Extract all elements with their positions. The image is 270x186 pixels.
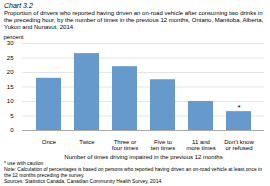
html-text:Proportion of drivers who repo: Proportion of drivers who reported havin… — [4, 10, 264, 30]
html-text:Note: Calculation of percentag: Note: Calculation of percentages is base… — [4, 166, 262, 178]
svg-text:20: 20 — [7, 69, 14, 75]
svg-text:5: 5 — [10, 113, 14, 119]
html-text:Chart 3.2: Chart 3.2 — [4, 2, 33, 9]
svg-text:Twice: Twice — [79, 139, 95, 145]
svg-text:15: 15 — [7, 84, 14, 90]
svg-text:25: 25 — [7, 55, 14, 61]
svg-text:0: 0 — [10, 127, 14, 133]
svg-text:Three orfour times: Three orfour times — [112, 139, 138, 151]
svg-text:Once: Once — [42, 139, 57, 145]
svg-text:10: 10 — [7, 98, 14, 104]
svg-text:Number of times driving impair: Number of times driving impaired in the … — [64, 154, 222, 160]
svg-text:percent: percent — [4, 34, 24, 40]
svg-text:*: * — [237, 103, 240, 112]
svg-text:11 andmore times: 11 andmore times — [186, 139, 216, 151]
svg-text:Five toten times: Five toten times — [151, 139, 175, 151]
svg-text:Don't knowor refused: Don't knowor refused — [224, 139, 254, 151]
svg-text:30: 30 — [7, 40, 14, 46]
html-text:* use with caution: * use with caution — [4, 160, 44, 166]
html-text:Sources: Statistics Canada, Ca: Sources: Statistics Canada, Canadian Com… — [4, 178, 163, 184]
